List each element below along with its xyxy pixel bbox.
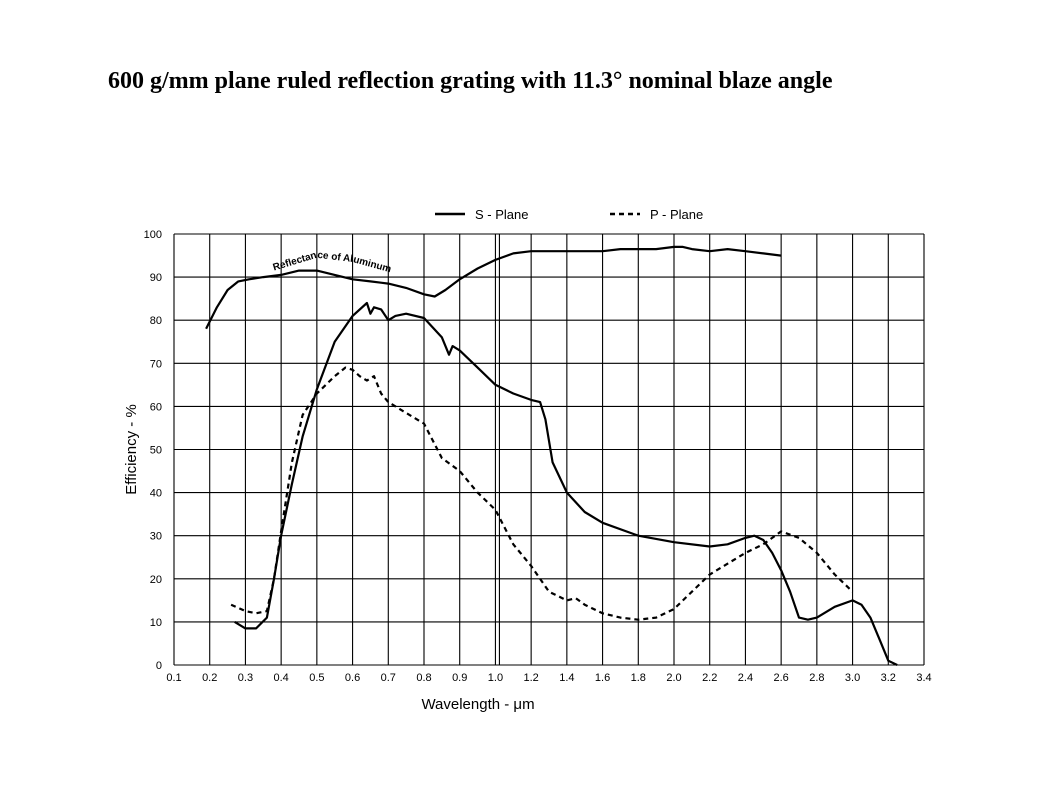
x-tick-label: 2.2: [702, 672, 717, 684]
x-axis-label: Wavelength - μm: [421, 696, 534, 713]
y-tick-label: 70: [150, 358, 162, 370]
x-tick-label: 2.0: [666, 672, 681, 684]
y-tick-label: 0: [156, 660, 162, 672]
y-tick-label: 80: [150, 315, 162, 327]
y-tick-label: 40: [150, 488, 162, 500]
x-tick-label: 0.4: [273, 672, 288, 684]
x-tick-label: 2.4: [738, 672, 753, 684]
x-tick-label: 1.6: [595, 672, 610, 684]
x-tick-label: 0.6: [345, 672, 360, 684]
tick-labels: 0.1 0.2 0.3 0.4 0.5 0.6 0.7 0.8 0.9 1.0 1.2 1.4 1.6 1…: [144, 229, 932, 684]
aluminum-reflectance-line: [205, 245, 782, 330]
x-tick-label: 3.4: [916, 672, 931, 684]
x-tick-label: 0.1: [166, 672, 181, 684]
page-title: 600 g/mm plane ruled reflection grating …: [108, 68, 833, 94]
legend: S - Plane P - Plane: [435, 207, 703, 222]
x-tick-label: 2.8: [809, 672, 824, 684]
y-tick-label: 100: [144, 229, 162, 241]
y-tick-label: 10: [150, 617, 162, 629]
y-tick-label: 30: [150, 531, 162, 543]
x-tick-label: 0.2: [202, 672, 217, 684]
series-layer: [205, 245, 898, 666]
x-tick-label: 0.7: [381, 672, 396, 684]
legend-label: S - Plane: [475, 207, 528, 222]
x-tick-label: 1.8: [631, 672, 646, 684]
x-tick-label: 0.3: [238, 672, 253, 684]
x-tick-label: 1.0: [488, 672, 503, 684]
y-tick-label: 20: [150, 574, 162, 586]
x-tick-label: 1.4: [559, 672, 574, 684]
y-tick-label: 60: [150, 401, 162, 413]
s-plane-line: [234, 301, 898, 666]
x-tick-label: 1.2: [523, 672, 538, 684]
aluminum-annotation-text: Reflectance of Aluminum: [272, 250, 393, 276]
y-tick-label: 90: [150, 272, 162, 284]
y-axis-label: Efficiency - %: [123, 404, 140, 495]
annotation-layer: Reflectance of Aluminum: [272, 250, 393, 276]
x-tick-label: 0.9: [452, 672, 467, 684]
x-tick-label: 2.6: [773, 672, 788, 684]
x-tick-label: 0.5: [309, 672, 324, 684]
p-plane-line: [230, 366, 854, 621]
legend-label: P - Plane: [650, 207, 703, 222]
y-tick-label: 50: [150, 445, 162, 457]
x-tick-label: 3.2: [881, 672, 896, 684]
aluminum-annotation: Reflectance of Aluminum: [272, 250, 393, 276]
x-tick-label: 0.8: [416, 672, 431, 684]
x-tick-label: 3.0: [845, 672, 860, 684]
grid-layer: [173, 233, 925, 666]
